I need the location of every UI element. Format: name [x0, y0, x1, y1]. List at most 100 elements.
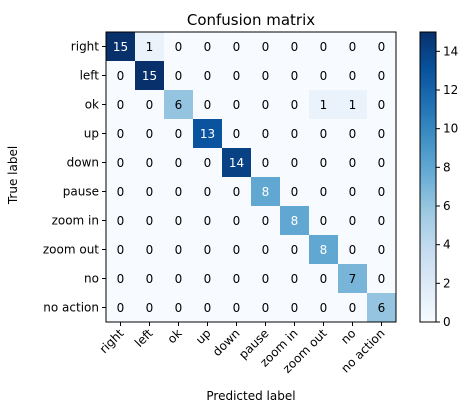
colorbar-tick-label: 0 — [443, 315, 451, 329]
cell-value-7-6: 0 — [291, 243, 299, 257]
x-tick-label: right — [97, 326, 127, 356]
heatmap-cell-0-3 — [193, 32, 222, 61]
heatmap-cell-3-2 — [164, 119, 193, 148]
cell-value-4-6: 0 — [291, 156, 299, 170]
heatmap-cell-3-5 — [251, 119, 280, 148]
heatmap-cell-0-6 — [280, 32, 309, 61]
colorbar-tick-label: 14 — [443, 44, 458, 58]
heatmap-cell-4-4 — [222, 148, 251, 177]
cell-value-1-5: 0 — [262, 69, 270, 83]
cell-value-8-3: 0 — [204, 272, 212, 286]
heatmap-cell-2-7 — [309, 90, 338, 119]
cell-value-9-9: 6 — [378, 301, 386, 315]
y-axis-ticks: right left ok up down pause zoom in zoom out no n… — [43, 40, 106, 315]
cell-value-1-7: 0 — [320, 69, 328, 83]
heatmap-cell-7-4 — [222, 235, 251, 264]
y-tick-label: ok — [85, 98, 99, 112]
cell-value-6-6: 8 — [291, 214, 299, 228]
heatmap-cell-7-8 — [338, 235, 367, 264]
cell-value-2-9: 0 — [378, 98, 386, 112]
cell-value-3-8: 0 — [349, 127, 357, 141]
heatmap-cell-1-0 — [106, 61, 135, 90]
cell-value-0-6: 0 — [291, 40, 299, 54]
heatmap-cell-1-7 — [309, 61, 338, 90]
cell-value-0-2: 0 — [175, 40, 183, 54]
x-tick-label: no — [338, 326, 358, 346]
heatmap-cell-2-0 — [106, 90, 135, 119]
cell-value-6-1: 0 — [146, 214, 154, 228]
heatmap-cell-values: 15 1 0 0 0 0 0 0 0 0 0 15 0 0 0 0 0 0 0 0 0 0 6 0 0 0 0 1 1 0 0 0 0 13 0 0 0… — [113, 40, 385, 315]
heatmap-cell-2-4 — [222, 90, 251, 119]
heatmap-cell-4-3 — [193, 148, 222, 177]
cell-value-6-4: 0 — [233, 214, 241, 228]
cell-value-4-7: 0 — [320, 156, 328, 170]
cell-value-1-8: 0 — [349, 69, 357, 83]
cell-value-2-6: 0 — [291, 98, 299, 112]
cell-value-0-8: 0 — [349, 40, 357, 54]
cell-value-8-9: 0 — [378, 272, 386, 286]
cell-value-1-6: 0 — [291, 69, 299, 83]
heatmap-cell-2-3 — [193, 90, 222, 119]
y-axis-label: True label — [6, 146, 20, 205]
heatmap-cell-7-9 — [367, 235, 396, 264]
cell-value-7-5: 0 — [262, 243, 270, 257]
cell-value-6-3: 0 — [204, 214, 212, 228]
cell-value-4-2: 0 — [175, 156, 183, 170]
cell-value-5-1: 0 — [146, 185, 154, 199]
y-tick-label: pause — [63, 185, 99, 199]
colorbar-tick-label: 2 — [443, 276, 451, 290]
heatmap-cell-0-9 — [367, 32, 396, 61]
heatmap-cell-0-1 — [135, 32, 164, 61]
cell-value-3-3: 13 — [200, 127, 215, 141]
cell-value-5-0: 0 — [117, 185, 125, 199]
heatmap-cell-4-6 — [280, 148, 309, 177]
cell-value-7-8: 0 — [349, 243, 357, 257]
heatmap-cell-7-3 — [193, 235, 222, 264]
cell-value-0-1: 1 — [146, 40, 154, 54]
cell-value-4-0: 0 — [117, 156, 125, 170]
cell-value-8-6: 0 — [291, 272, 299, 286]
cell-value-8-2: 0 — [175, 272, 183, 286]
cell-value-5-3: 0 — [204, 185, 212, 199]
cell-value-5-8: 0 — [349, 185, 357, 199]
heatmap-cell-2-1 — [135, 90, 164, 119]
heatmap-cell-4-1 — [135, 148, 164, 177]
cell-value-1-4: 0 — [233, 69, 241, 83]
cell-value-5-2: 0 — [175, 185, 183, 199]
cell-value-3-2: 0 — [175, 127, 183, 141]
heatmap-cell-3-4 — [222, 119, 251, 148]
cell-value-8-5: 0 — [262, 272, 270, 286]
heatmap-cell-1-2 — [164, 61, 193, 90]
heatmap-cell-7-0 — [106, 235, 135, 264]
cell-value-7-0: 0 — [117, 243, 125, 257]
cell-value-1-2: 0 — [175, 69, 183, 83]
cell-value-3-6: 0 — [291, 127, 299, 141]
cell-value-2-0: 0 — [117, 98, 125, 112]
heatmap-cell-6-9 — [367, 206, 396, 235]
heatmap-cell-4-2 — [164, 148, 193, 177]
cell-value-1-1: 15 — [142, 69, 157, 83]
heatmap-cell-8-3 — [193, 264, 222, 293]
heatmap-cell-8-2 — [164, 264, 193, 293]
x-tick-label: ok — [165, 326, 185, 346]
heatmap-cell-0-8 — [338, 32, 367, 61]
heatmap-cell-4-5 — [251, 148, 280, 177]
cell-value-8-4: 0 — [233, 272, 241, 286]
cell-value-0-9: 0 — [378, 40, 386, 54]
cell-value-7-1: 0 — [146, 243, 154, 257]
y-tick-label: no action — [43, 301, 99, 315]
colorbar-tick-label: 6 — [443, 199, 451, 213]
heatmap-cell-9-6 — [280, 293, 309, 322]
cell-value-6-0: 0 — [117, 214, 125, 228]
heatmap-cell-3-6 — [280, 119, 309, 148]
cell-value-7-3: 0 — [204, 243, 212, 257]
cell-value-5-9: 0 — [378, 185, 386, 199]
heatmap-cell-8-6 — [280, 264, 309, 293]
cell-value-7-2: 0 — [175, 243, 183, 257]
heatmap-cell-9-7 — [309, 293, 338, 322]
cell-value-0-3: 0 — [204, 40, 212, 54]
cell-value-5-7: 0 — [320, 185, 328, 199]
heatmap-cell-1-5 — [251, 61, 280, 90]
heatmap-cell-2-6 — [280, 90, 309, 119]
